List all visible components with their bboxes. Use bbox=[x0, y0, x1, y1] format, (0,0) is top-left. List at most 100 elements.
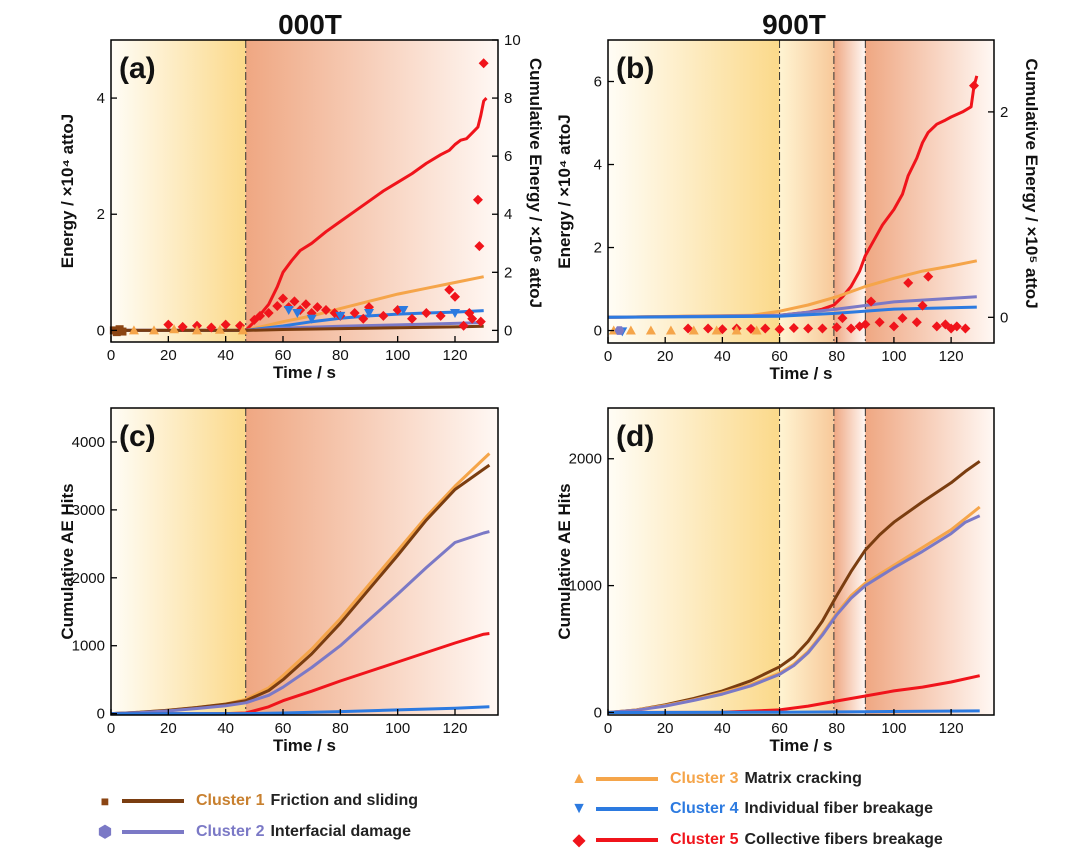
scatter-point-cluster-3 bbox=[711, 325, 722, 335]
series-line-cluster-2 bbox=[110, 530, 490, 716]
scatter-point-cluster-5 bbox=[475, 316, 486, 327]
plot-frame bbox=[607, 407, 995, 716]
legend-desc: Individual fiber breakage bbox=[744, 800, 933, 817]
column-title-900T: 900T bbox=[762, 9, 826, 40]
y-tick-label: 6 bbox=[594, 74, 602, 91]
scatter-point-cluster-5 bbox=[968, 80, 979, 91]
scatter-point-cluster-4 bbox=[283, 306, 294, 316]
legend-cluster-label: Cluster 5 bbox=[670, 831, 739, 848]
x-tick-label: 0 bbox=[107, 720, 115, 737]
scatter-point-cluster-5 bbox=[774, 324, 785, 335]
y-axis-label: Energy / ×10⁴ attoJ bbox=[58, 114, 77, 268]
phase-region bbox=[111, 408, 246, 715]
legend-desc: Friction and sliding bbox=[270, 792, 419, 809]
scatter-point-cluster-5 bbox=[249, 314, 260, 325]
x-tick-label: 0 bbox=[604, 348, 612, 365]
scatter-point-cluster-5 bbox=[760, 323, 771, 334]
y-tick-label: 4 bbox=[594, 157, 602, 174]
x-tick-label: 100 bbox=[881, 720, 906, 737]
x-axis-label: Time / s bbox=[770, 736, 833, 755]
hexagon-marker-icon: ⬢ bbox=[98, 824, 112, 841]
x-tick-label: 0 bbox=[107, 347, 115, 364]
y-tick-label: 0 bbox=[594, 323, 602, 340]
x-tick-label: 100 bbox=[385, 347, 410, 364]
scatter-point-cluster-5 bbox=[206, 322, 217, 333]
scatter-point-cluster-5 bbox=[788, 323, 799, 334]
legend-item-cluster-4: ▼ Cluster 4 Individual fiber breakage bbox=[566, 800, 933, 818]
x-tick-label: 40 bbox=[217, 720, 234, 737]
scatter-point-cluster-2 bbox=[614, 326, 625, 335]
legend-item-cluster-5: ◆ Cluster 5 Collective fibers breakage bbox=[566, 830, 943, 850]
phase-region bbox=[608, 40, 780, 343]
legend-line bbox=[596, 777, 658, 781]
scatter-point-cluster-4 bbox=[335, 311, 346, 321]
scatter-point-cluster-4 bbox=[398, 306, 409, 316]
x-tick-label: 120 bbox=[442, 720, 467, 737]
scatter-point-cluster-5 bbox=[421, 307, 432, 318]
scatter-point-cluster-4 bbox=[306, 314, 317, 324]
scatter-point-cluster-5 bbox=[860, 319, 871, 330]
panel-label: (d) bbox=[616, 420, 654, 453]
series-line-cluster-2 bbox=[607, 514, 981, 714]
phase-region bbox=[608, 408, 780, 715]
phase-region bbox=[111, 40, 246, 342]
scatter-point-cluster-5 bbox=[435, 310, 446, 321]
y-tick-label: 3000 bbox=[72, 502, 105, 519]
legend-cluster-label: Cluster 3 bbox=[670, 770, 739, 787]
y2-axis-label: Cumulative Energy / ×10⁵ attoJ bbox=[1022, 58, 1041, 308]
scatter-point-cluster-5 bbox=[163, 319, 174, 330]
scatter-point-cluster-5 bbox=[263, 307, 274, 318]
scatter-point-cluster-5 bbox=[220, 319, 231, 330]
scatter-point-cluster-5 bbox=[903, 277, 914, 288]
y-tick-label: 1000 bbox=[569, 578, 602, 595]
x-tick-label: 60 bbox=[771, 720, 788, 737]
legend-item-cluster-3: ▲ Cluster 3 Matrix cracking bbox=[566, 770, 862, 788]
x-tick-label: 20 bbox=[160, 720, 177, 737]
scatter-point-cluster-5 bbox=[278, 293, 288, 304]
scatter-point-cluster-5 bbox=[349, 307, 360, 318]
column-title-000T: 000T bbox=[278, 9, 342, 40]
scatter-point-cluster-5 bbox=[472, 194, 483, 205]
x-tick-label: 120 bbox=[939, 348, 964, 365]
scatter-point-cluster-5 bbox=[321, 305, 331, 316]
y-tick-label: 0 bbox=[97, 322, 105, 339]
y2-tick-label: 10 bbox=[504, 32, 521, 49]
series-line-cluster-1 bbox=[111, 324, 484, 332]
scatter-point-cluster-5 bbox=[837, 313, 848, 324]
phase-region bbox=[833, 408, 866, 715]
scatter-point-cluster-5 bbox=[897, 313, 908, 324]
scatter-point-cluster-5 bbox=[444, 284, 455, 295]
legend-item-cluster-2: ⬢ Cluster 2 Interfacial damage bbox=[92, 822, 411, 842]
scatter-point-cluster-1 bbox=[118, 327, 127, 336]
y-tick-label: 2000 bbox=[72, 570, 105, 587]
y2-tick-label: 4 bbox=[504, 206, 512, 223]
scatter-point-cluster-3 bbox=[625, 325, 636, 335]
x-tick-label: 80 bbox=[828, 348, 845, 365]
scatter-point-cluster-5 bbox=[478, 58, 489, 69]
scatter-point-cluster-4 bbox=[292, 308, 303, 318]
x-tick-label: 60 bbox=[771, 348, 788, 365]
plot-frame bbox=[110, 407, 499, 716]
panel-label: (b) bbox=[616, 52, 654, 85]
scatter-point-cluster-5 bbox=[312, 302, 323, 313]
series-line-cluster-4 bbox=[607, 709, 980, 714]
diamond-marker-icon: ◆ bbox=[572, 832, 586, 849]
square-marker-icon: ■ bbox=[100, 793, 110, 809]
x-tick-label: 20 bbox=[160, 347, 177, 364]
scatter-point-cluster-5 bbox=[874, 317, 885, 328]
chart-panel-3: 0 20 40 60 80 100 120 0 1000 2000 (d) Time / s Cumul… bbox=[555, 407, 995, 755]
plot-frame bbox=[110, 39, 499, 343]
legend-line bbox=[122, 830, 184, 834]
phase-region bbox=[779, 408, 834, 715]
scatter-point-cluster-5 bbox=[951, 321, 962, 332]
x-tick-label: 20 bbox=[657, 720, 674, 737]
scatter-point-cluster-5 bbox=[888, 321, 899, 332]
y-tick-label: 2000 bbox=[569, 451, 602, 468]
x-tick-label: 60 bbox=[275, 347, 292, 364]
y-tick-label: 4 bbox=[97, 90, 105, 107]
legend-line bbox=[122, 799, 184, 803]
series-line-cluster-3 bbox=[607, 259, 978, 319]
series-line-cluster-5 bbox=[607, 75, 979, 319]
y-tick-label: 2 bbox=[594, 240, 602, 257]
